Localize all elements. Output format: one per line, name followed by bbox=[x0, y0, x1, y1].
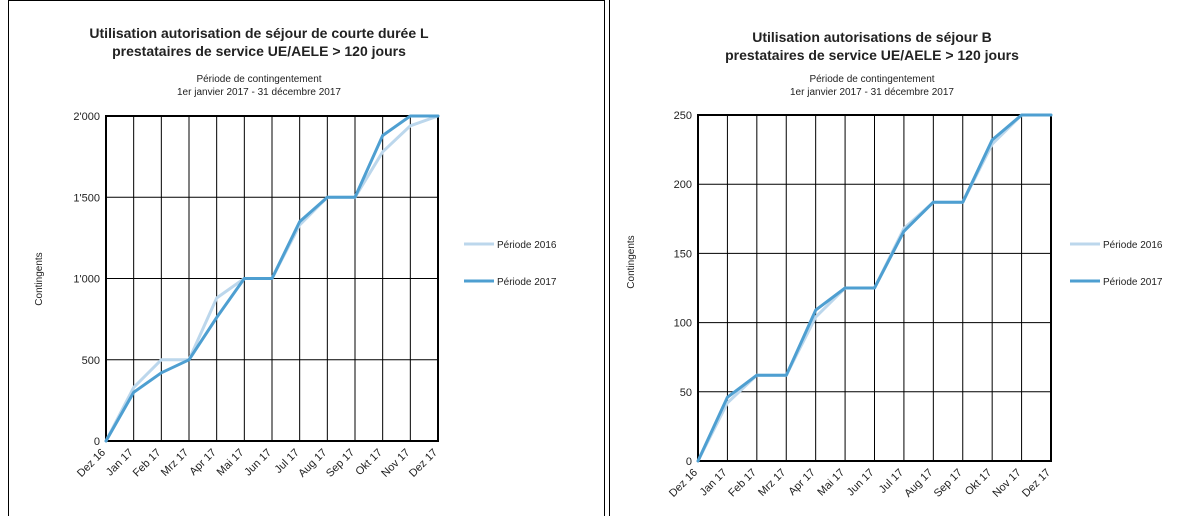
x-tick-label: Sep 17 bbox=[932, 467, 965, 500]
x-tick-label: Nov 17 bbox=[991, 467, 1024, 500]
chart-title-line2: prestataires de service UE/AELE > 120 jo… bbox=[112, 43, 406, 59]
x-tick-label: Jan 17 bbox=[698, 467, 730, 499]
series-line-periode-2017 bbox=[696, 113, 1053, 463]
x-tick-label: Jun 17 bbox=[242, 447, 274, 479]
chart-title-line1: Utilisation autorisations de séjour B bbox=[752, 29, 992, 45]
x-tick-label: Dez 17 bbox=[1020, 467, 1053, 500]
x-tick-label: Mrz 17 bbox=[756, 467, 788, 499]
chart-title-line2: prestataires de service UE/AELE > 120 jo… bbox=[725, 47, 1019, 63]
x-tick-label: Mrz 17 bbox=[159, 447, 191, 479]
x-tick-label: Dez 16 bbox=[75, 447, 108, 480]
y-tick-label: 0 bbox=[686, 456, 692, 468]
x-tick-label: Apr 17 bbox=[786, 467, 817, 498]
x-tick-label: Mai 17 bbox=[215, 447, 247, 479]
x-tick-label: Dez 16 bbox=[667, 467, 700, 500]
legend-label: Période 2017 bbox=[1103, 277, 1163, 288]
y-tick-label: 1'000 bbox=[73, 274, 100, 286]
y-tick-label: 150 bbox=[674, 248, 692, 260]
legend-label: Période 2016 bbox=[497, 240, 557, 251]
chart-title-line1: Utilisation autorisation de séjour de co… bbox=[89, 25, 429, 41]
chart-svg-b: Utilisation autorisations de séjour B pr… bbox=[626, 29, 1163, 500]
x-tick-label: Feb 17 bbox=[131, 447, 164, 480]
chart-subtitle-line2: 1er janvier 2017 - 31 décembre 2017 bbox=[790, 87, 954, 98]
chart-subtitle-line1: Période de contingentement bbox=[809, 74, 934, 85]
y-tick-label: 500 bbox=[82, 355, 100, 367]
y-tick-label: 100 bbox=[674, 318, 692, 330]
y-axis-label: Contingents bbox=[34, 252, 45, 305]
x-tick-label: Feb 17 bbox=[726, 467, 759, 500]
x-tick-label: Aug 17 bbox=[902, 467, 935, 500]
plot-frame bbox=[105, 115, 439, 442]
legend-label: Période 2017 bbox=[497, 277, 557, 288]
x-tick-label: Okt 17 bbox=[963, 467, 994, 498]
y-tick-label: 2'000 bbox=[73, 111, 100, 123]
y-tick-label: 1'500 bbox=[73, 192, 100, 204]
y-tick-label: 200 bbox=[674, 179, 692, 191]
x-tick-label: Jan 17 bbox=[104, 447, 136, 479]
y-tick-label: 0 bbox=[94, 436, 100, 448]
chart-subtitle-line2: 1er janvier 2017 - 31 décembre 2017 bbox=[177, 87, 341, 98]
chart-panel-b-permits: Utilisation autorisations de séjour B pr… bbox=[609, 0, 1187, 516]
x-tick-label: Apr 17 bbox=[187, 447, 218, 478]
x-tick-label: Aug 17 bbox=[296, 447, 329, 480]
x-tick-label: Mai 17 bbox=[815, 467, 847, 499]
chart-subtitle-line1: Période de contingentement bbox=[196, 74, 321, 85]
x-tick-label: Nov 17 bbox=[379, 447, 412, 480]
chart-panel-short-term-l: Utilisation autorisation de séjour de co… bbox=[8, 0, 605, 516]
series-line-periode-2017 bbox=[104, 114, 440, 443]
y-tick-label: 250 bbox=[674, 110, 692, 122]
chart-svg-l: Utilisation autorisation de séjour de co… bbox=[34, 25, 557, 480]
legend-label: Période 2016 bbox=[1103, 240, 1163, 251]
y-tick-label: 50 bbox=[680, 387, 692, 399]
y-axis-label: Contingents bbox=[626, 235, 637, 288]
x-tick-label: Jun 17 bbox=[845, 467, 877, 499]
x-tick-label: Dez 17 bbox=[407, 447, 440, 480]
plot-frame bbox=[697, 114, 1052, 462]
x-tick-label: Sep 17 bbox=[324, 447, 357, 480]
